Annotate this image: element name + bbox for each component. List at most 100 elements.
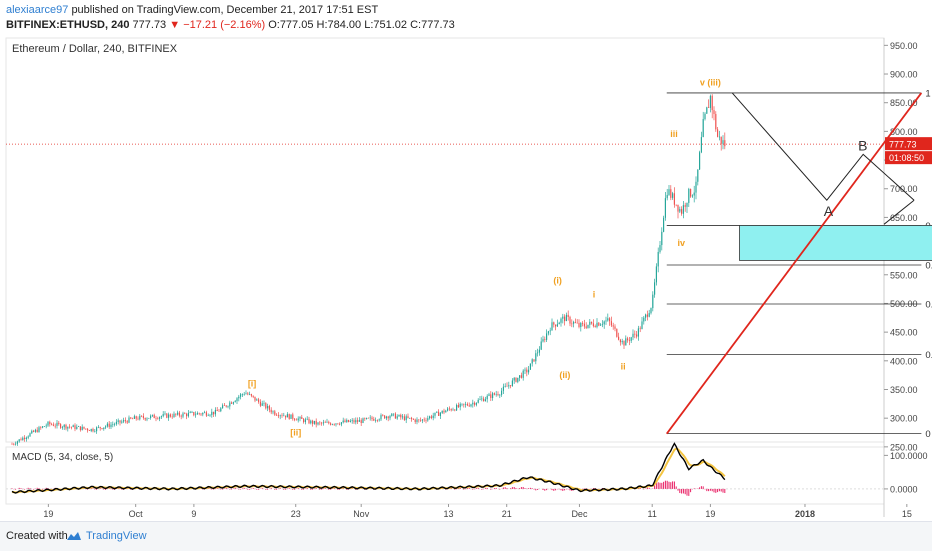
candle-body xyxy=(460,404,461,407)
y-tick-label: 550.00 xyxy=(890,270,918,280)
candle-body xyxy=(85,429,86,430)
last-price-label: 777.73 xyxy=(889,140,917,150)
candle-body xyxy=(577,323,578,324)
candle-body xyxy=(528,370,529,373)
candle-body xyxy=(571,324,572,325)
candle-body xyxy=(71,427,72,428)
candle-body xyxy=(535,353,536,361)
candle-body xyxy=(193,412,194,415)
x-tick-label: 9 xyxy=(191,509,196,519)
candle-body xyxy=(703,119,704,137)
wave-label: (i) xyxy=(553,275,562,285)
candle-body xyxy=(679,209,680,211)
candle-body xyxy=(654,282,655,294)
candle-body xyxy=(179,413,180,416)
candle-body xyxy=(523,371,524,378)
candle-body xyxy=(425,420,426,421)
candle-body xyxy=(701,137,702,152)
candle-body xyxy=(613,325,614,326)
candle-body xyxy=(476,403,477,405)
candle-body xyxy=(623,341,624,345)
wave-label-B: B xyxy=(858,137,867,153)
candle-body xyxy=(650,308,651,313)
candle-body xyxy=(591,322,592,323)
tradingview-logo-icon xyxy=(66,531,82,541)
candle-body xyxy=(375,420,376,421)
chart-canvas[interactable]: 950.00900.00850.00800.00750.00700.00650.… xyxy=(0,0,932,521)
candle-body xyxy=(20,439,21,440)
candle-body xyxy=(661,232,662,245)
candle-body xyxy=(181,416,182,417)
candle-body xyxy=(681,209,682,214)
candle-body xyxy=(695,182,696,193)
candle-body xyxy=(332,424,333,425)
candle-body xyxy=(352,420,353,421)
wave-label-A: A xyxy=(824,203,834,219)
candle-body xyxy=(384,415,385,418)
candle-body xyxy=(184,413,185,414)
candle-body xyxy=(301,417,302,419)
candle-body xyxy=(231,403,232,404)
candle-body xyxy=(452,410,453,411)
candle-body xyxy=(188,413,189,416)
candle-body xyxy=(706,107,707,113)
candle-body xyxy=(247,393,248,394)
candle-body xyxy=(668,189,669,195)
candle-body xyxy=(478,400,479,403)
candle-body xyxy=(143,416,144,418)
candle-body xyxy=(397,416,398,418)
candle-body xyxy=(211,412,212,415)
candle-body xyxy=(433,416,434,418)
candle-body xyxy=(596,323,597,327)
candle-body xyxy=(564,317,565,321)
candle-body xyxy=(141,416,142,417)
candle-body xyxy=(553,322,554,324)
candle-body xyxy=(220,408,221,411)
candle-body xyxy=(447,409,448,411)
candle-body xyxy=(51,424,52,425)
candle-body xyxy=(83,427,84,429)
candle-body xyxy=(56,423,57,426)
candle-body xyxy=(560,319,561,323)
wave-label: i xyxy=(593,290,596,300)
candle-body xyxy=(245,393,246,394)
candle-body xyxy=(508,385,509,386)
candle-body xyxy=(377,420,378,421)
footer: Created with TradingView xyxy=(0,521,932,551)
candle-body xyxy=(114,424,115,425)
candle-body xyxy=(496,394,497,395)
candle-body xyxy=(663,218,664,232)
candle-body xyxy=(467,404,468,405)
candle-body xyxy=(152,415,153,416)
candle-body xyxy=(344,421,345,423)
candle-body xyxy=(312,421,313,424)
candle-body xyxy=(636,335,637,337)
macd-pane xyxy=(6,447,884,504)
candle-body xyxy=(514,378,515,381)
candle-body xyxy=(326,422,327,423)
candle-body xyxy=(443,411,444,413)
candle-body xyxy=(55,426,56,427)
candle-body xyxy=(544,339,545,340)
candle-body xyxy=(573,322,574,324)
candle-body xyxy=(616,329,617,337)
candle-body xyxy=(400,415,401,417)
candle-body xyxy=(373,419,374,421)
candle-body xyxy=(593,323,594,326)
candle-body xyxy=(424,420,425,421)
candle-body xyxy=(217,410,218,411)
candle-body xyxy=(501,391,502,395)
candle-body xyxy=(254,397,255,401)
candle-body xyxy=(42,426,43,427)
candle-body xyxy=(80,426,81,430)
candle-body xyxy=(643,318,644,322)
candle-body xyxy=(719,137,720,138)
candle-body xyxy=(710,96,711,108)
candle-body xyxy=(17,441,18,443)
candle-body xyxy=(62,427,63,428)
tradingview-brand[interactable]: TradingView xyxy=(86,530,147,542)
fib-level-label: 0.23 xyxy=(925,350,932,361)
candle-body xyxy=(463,404,464,405)
candle-body xyxy=(53,425,54,426)
candle-body xyxy=(418,420,419,421)
